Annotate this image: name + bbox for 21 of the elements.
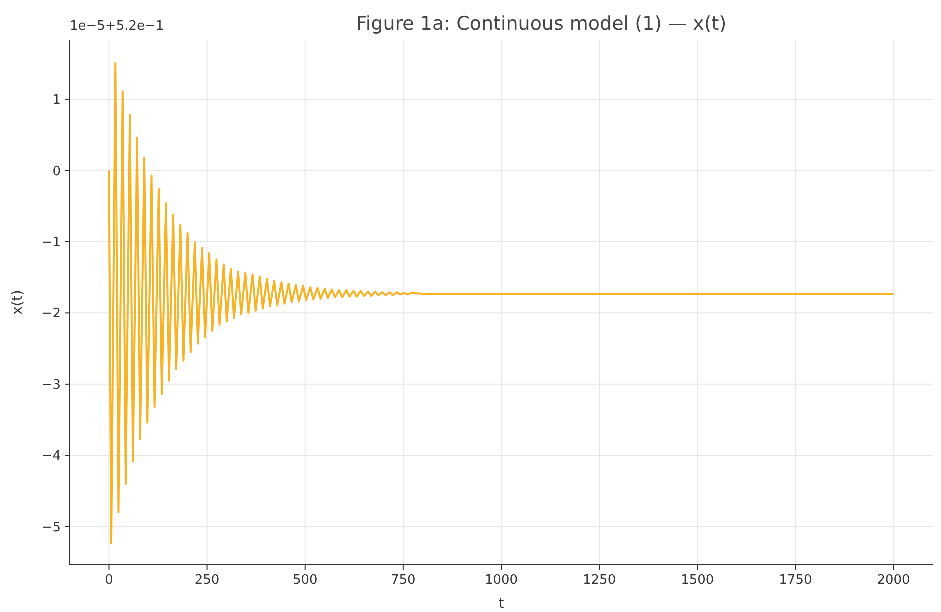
- x-tick-label: 0: [105, 573, 114, 588]
- x-tick-label: 1000: [484, 573, 518, 588]
- x-tick-label: 1500: [681, 573, 714, 588]
- chart-title: Figure 1a: Continuous model (1) — x(t): [356, 13, 727, 35]
- x-tick-label: 750: [391, 573, 416, 588]
- y-tick-label: −2: [42, 306, 61, 322]
- y-tick-label: −4: [42, 449, 61, 464]
- y-tick-label: −3: [42, 378, 61, 393]
- y-tick-label: 1: [52, 93, 61, 108]
- y-tick-label: −1: [42, 236, 61, 250]
- x-tick-label: 250: [194, 573, 220, 588]
- y-tick-label: 0: [52, 164, 61, 180]
- x-tick-label: 2000: [877, 573, 910, 588]
- line-series: [108, 62, 895, 544]
- text: 1e−5+5.2e−1: [70, 19, 164, 34]
- y-axis-title: x(t): [10, 290, 26, 315]
- x-tick-label: 1750: [779, 573, 812, 588]
- y-tick-label: −5: [42, 520, 61, 536]
- x-tick-label: 500: [292, 573, 318, 588]
- x-axis-title: t: [498, 596, 505, 612]
- x-tick-label: 1250: [583, 573, 616, 588]
